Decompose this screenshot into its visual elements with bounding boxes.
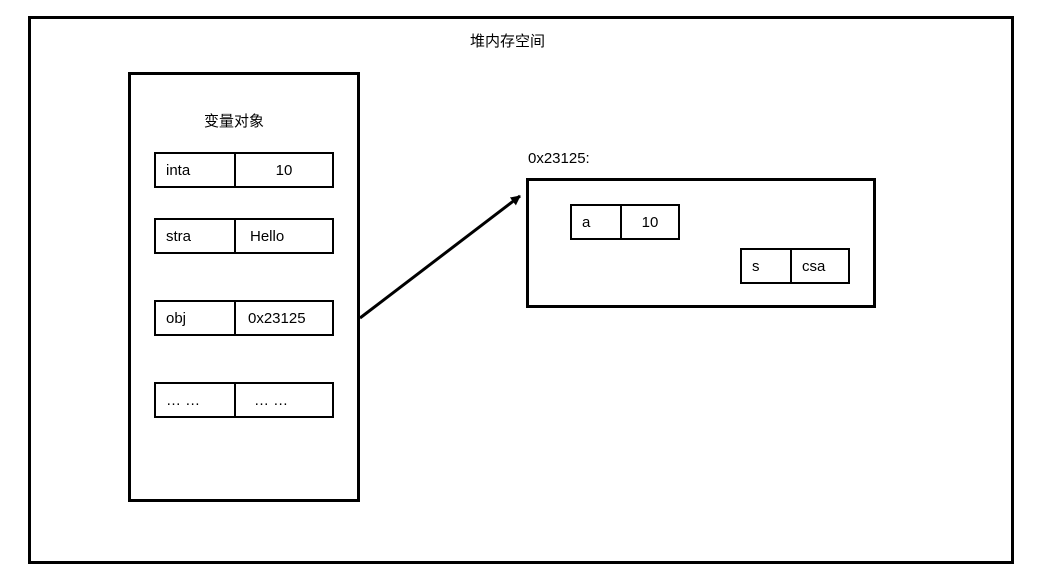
variable-name: stra (154, 218, 234, 254)
variable-row: stra Hello (154, 218, 334, 254)
property-row: s csa (740, 248, 850, 284)
property-value: csa (790, 248, 850, 284)
variable-value: Hello (234, 218, 334, 254)
property-key: s (740, 248, 790, 284)
variable-object-box (128, 72, 360, 502)
variable-name: … … (154, 382, 234, 418)
variable-value: 0x23125 (234, 300, 334, 336)
variable-name: obj (154, 300, 234, 336)
variable-object-title: 变量对象 (204, 110, 264, 131)
variable-row: obj 0x23125 (154, 300, 334, 336)
heap-object-box (526, 178, 876, 308)
heap-address-label: 0x23125: (528, 150, 590, 167)
variable-row: inta 10 (154, 152, 334, 188)
property-key: a (570, 204, 620, 240)
property-row: a 10 (570, 204, 680, 240)
variable-name: inta (154, 152, 234, 188)
variable-value: 10 (234, 152, 334, 188)
variable-value: … … (234, 382, 334, 418)
diagram-canvas: 堆内存空间 变量对象 inta 10 stra Hello obj 0x2312… (0, 0, 1040, 588)
heap-title: 堆内存空间 (470, 30, 545, 51)
variable-row: … … … … (154, 382, 334, 418)
property-value: 10 (620, 204, 680, 240)
